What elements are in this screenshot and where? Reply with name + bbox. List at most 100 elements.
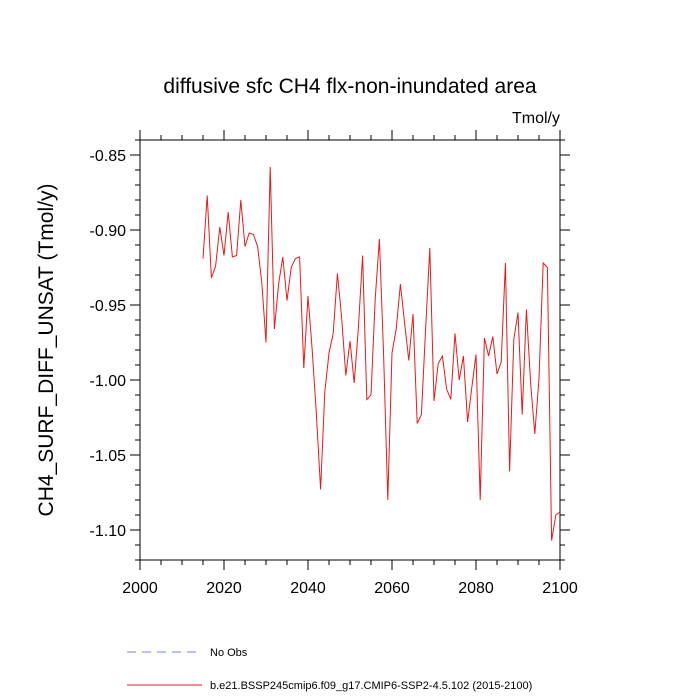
data-point	[425, 328, 426, 329]
data-point	[522, 414, 523, 415]
data-point	[454, 333, 455, 334]
data-point	[463, 355, 464, 356]
data-point	[253, 234, 254, 235]
data-point	[358, 327, 359, 328]
axis-tick-labels: 2000 2020 2040 2060 2080 2100 -0.85 -0.90 -0.95 -…	[90, 148, 578, 597]
data-point	[446, 388, 447, 389]
series-line-0	[202, 166, 561, 541]
data-point	[232, 256, 233, 257]
data-point	[307, 295, 308, 296]
y-tick-label: -0.90	[90, 223, 127, 240]
data-point	[328, 352, 329, 353]
data-point	[316, 414, 317, 415]
y-axis-label: CH4_SURF_DIFF_UNSAT (Tmol/y)	[35, 184, 58, 517]
legend-obs-label: No Obs	[210, 647, 248, 659]
data-point	[400, 283, 401, 284]
data-point	[223, 255, 224, 256]
data-point	[249, 232, 250, 233]
data-point	[240, 199, 241, 200]
data-point	[467, 421, 468, 422]
data-point	[337, 273, 338, 274]
legend-model-label: b.e21.BSSP245cmip6.f09_g17.CMIP6-SSP2-4.…	[210, 680, 532, 692]
data-point	[526, 309, 527, 310]
legend: No Obs b.e21.BSSP245cmip6.f09_g17.CMIP6-…	[127, 647, 532, 692]
data-point	[404, 322, 405, 323]
data-point	[559, 511, 560, 512]
data-point	[291, 267, 292, 268]
data-point	[396, 328, 397, 329]
data-point	[387, 499, 388, 500]
data-point	[257, 246, 258, 247]
data-point	[543, 262, 544, 263]
data-point	[408, 360, 409, 361]
data-point	[471, 387, 472, 388]
x-tick-label: 2060	[374, 580, 410, 597]
data-point	[228, 211, 229, 212]
data-point	[211, 277, 212, 278]
data-point	[505, 262, 506, 263]
data-point	[375, 298, 376, 299]
y-tick-label: -1.10	[90, 523, 127, 540]
data-point	[501, 361, 502, 362]
data-point	[215, 265, 216, 266]
data-point	[459, 379, 460, 380]
data-point	[324, 391, 325, 392]
y-tick-label: -1.00	[90, 373, 127, 390]
units-label: Tmol/y	[512, 110, 560, 127]
data-point	[475, 354, 476, 355]
data-point	[517, 312, 518, 313]
data-point	[492, 336, 493, 337]
data-point	[417, 423, 418, 424]
x-tick-label: 2000	[122, 580, 158, 597]
data-point	[202, 258, 203, 259]
data-point	[421, 414, 422, 415]
data-point	[261, 282, 262, 283]
data-point	[295, 258, 296, 259]
series-layer	[202, 166, 561, 541]
x-tick-label: 2040	[290, 580, 326, 597]
data-point	[534, 433, 535, 434]
data-point	[278, 283, 279, 284]
data-point	[299, 256, 300, 257]
data-point	[320, 489, 321, 490]
data-point	[236, 255, 237, 256]
data-point	[274, 328, 275, 329]
data-point	[333, 333, 334, 334]
y-tick-label: -1.05	[90, 448, 127, 465]
data-point	[366, 399, 367, 400]
data-point	[480, 499, 481, 500]
data-point	[207, 195, 208, 196]
data-point	[547, 267, 548, 268]
data-point	[354, 382, 355, 383]
data-point	[509, 471, 510, 472]
data-point	[438, 363, 439, 364]
data-point	[312, 349, 313, 350]
data-point	[488, 355, 489, 356]
y-tick-label: -0.85	[90, 148, 127, 165]
axis-ticks	[130, 130, 570, 570]
y-tick-label: -0.95	[90, 298, 127, 315]
data-point	[450, 399, 451, 400]
data-point	[530, 382, 531, 383]
data-point	[219, 226, 220, 227]
data-point	[429, 247, 430, 248]
x-tick-label: 2080	[458, 580, 494, 597]
data-point	[362, 255, 363, 256]
data-point	[412, 313, 413, 314]
data-point	[555, 514, 556, 515]
data-point	[391, 352, 392, 353]
data-point	[341, 316, 342, 317]
plot-frame	[139, 139, 561, 561]
data-point	[442, 355, 443, 356]
data-point	[379, 238, 380, 239]
data-point	[484, 337, 485, 338]
data-point	[538, 378, 539, 379]
data-point	[496, 373, 497, 374]
data-point	[383, 354, 384, 355]
data-point	[244, 246, 245, 247]
data-point	[513, 339, 514, 340]
chart-title: diffusive sfc CH4 flx-non-inundated area	[163, 75, 536, 98]
data-point	[286, 300, 287, 301]
data-point	[270, 166, 271, 167]
